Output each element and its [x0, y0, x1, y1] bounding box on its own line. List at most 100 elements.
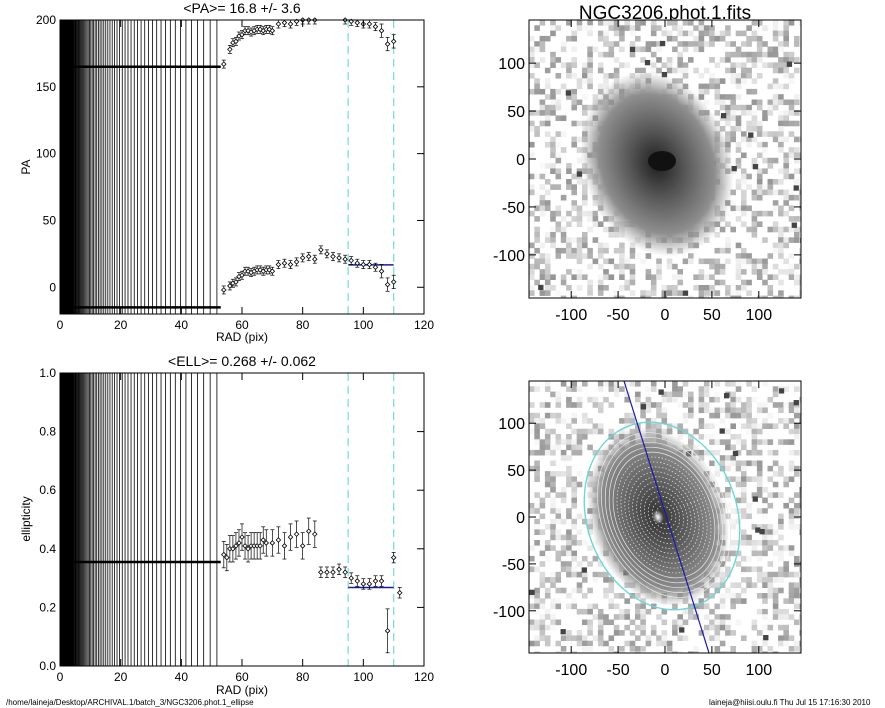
isophote-ellipses [597, 432, 731, 598]
isophote [612, 451, 716, 579]
image-ytick-label: 100 [498, 56, 525, 73]
isophote [604, 441, 724, 589]
ell-data-point [312, 520, 318, 548]
pa-data-point [366, 19, 373, 29]
image-xtick-label: -50 [607, 307, 630, 324]
isophote [632, 476, 696, 554]
ell-data-point [263, 529, 270, 557]
sky-speck [793, 400, 799, 406]
pa-axes: 0 20 40 60 80 100 120 0 50 100 150 200 [36, 13, 434, 332]
footer-file-path: /home/laineja/Desktop/ARCHIVAL.1/batch_3… [6, 698, 254, 707]
pa-data-point [336, 253, 342, 263]
pa-ytick-label: 200 [36, 13, 56, 27]
sky-speck [723, 393, 730, 399]
isophote [608, 446, 720, 584]
pa-data-point [227, 45, 233, 54]
pa-data-point [342, 254, 348, 264]
pa-data-point [281, 19, 288, 28]
pa-data-point [366, 260, 373, 269]
ell-xtick-label: 120 [414, 670, 434, 684]
pa-data-point [305, 252, 312, 261]
image-xtick-label: -100 [555, 662, 587, 679]
pa-data-point [263, 265, 270, 275]
pa-data-point [245, 26, 251, 36]
pa-ytick-label: 100 [36, 147, 56, 161]
isophote [640, 486, 688, 544]
ell-data-points [221, 373, 403, 666]
image-xtick-label: 0 [661, 662, 670, 679]
ell-data-point [260, 526, 266, 554]
image-xtick-label: 0 [661, 307, 670, 324]
ell-ytick-label: 0.4 [39, 542, 56, 556]
ellipticity-profile-chart: <ELL>= 0.268 +/- 0.062 0 20 40 60 80 100 120 0.… [19, 353, 434, 697]
ell-data-point [221, 541, 227, 569]
ell-ytick-label: 0.8 [39, 425, 56, 439]
pa-xlabel: RAD (pix) [216, 330, 268, 344]
image-axes: -100 -50 0 50 100 -100 -50 0 50 100 [493, 381, 801, 679]
pa-data-point [269, 26, 276, 36]
ell-data-point [348, 572, 354, 584]
sky-speck [791, 222, 797, 228]
ell-xtick-label: 0 [57, 670, 64, 684]
pa-data-point [324, 249, 330, 259]
ell-xtick-label: 100 [353, 670, 373, 684]
isophote [620, 461, 708, 569]
sky-speck [763, 634, 769, 641]
ell-data-point [330, 566, 336, 578]
pa-data-point [221, 59, 227, 69]
pa-data-point [330, 252, 336, 261]
sky-speck [644, 59, 651, 66]
ell-ytick-label: 0.6 [39, 483, 56, 497]
pa-xtick-label: 40 [175, 318, 189, 332]
isophote [616, 456, 712, 574]
isophote [647, 495, 681, 535]
ell-data-point [378, 575, 385, 587]
sky-speck [759, 529, 765, 535]
ell-xtick-label: 80 [296, 670, 310, 684]
galaxy-ellipse-fit-panel: -100 -50 0 50 100 -100 -50 0 50 100 [493, 380, 802, 679]
isophote [600, 437, 728, 593]
pa-data-point [372, 22, 379, 32]
pa-data-point [384, 37, 391, 52]
sky-speck [629, 46, 636, 53]
ell-chart-title: <ELL>= 0.268 +/- 0.062 [168, 353, 316, 369]
ell-data-point [299, 532, 306, 560]
pa-profile-chart: <PA>= 16.8 +/- 3.6 0 20 40 60 80 100 120 0 50 100… [19, 0, 434, 344]
ell-data-point [372, 575, 379, 587]
footer-user-date: laineja@hiisi.oulu.fi Thu Jul 15 17:16:3… [709, 698, 871, 707]
image-ytick-label: 0 [516, 152, 525, 169]
pa-ytick-label: 150 [36, 80, 56, 94]
image-ytick-label: 100 [498, 416, 525, 433]
position-angle-line [623, 381, 710, 653]
pa-data-point [348, 256, 354, 265]
pa-data-point [239, 30, 245, 40]
pa-data-point [312, 254, 318, 264]
ell-xtick-label: 60 [235, 670, 249, 684]
pa-data-point [342, 17, 348, 25]
sky-speck [719, 428, 725, 434]
pa-data-point [275, 260, 282, 269]
pa-data-point [281, 258, 288, 268]
ell-data-point [384, 608, 391, 654]
pa-data-point [378, 264, 385, 279]
ell-data-point [287, 523, 294, 551]
pa-data-point [378, 23, 385, 38]
pa-data-point [390, 274, 397, 289]
isophote [651, 500, 677, 530]
image-xtick-label: -50 [607, 662, 630, 679]
image-ytick-label: 0 [516, 510, 525, 527]
pa-data-point [239, 270, 245, 280]
ell-ylabel: ellipticity [19, 496, 33, 541]
ell-data-point [360, 578, 367, 590]
ell-ytick-label: 1.0 [39, 366, 56, 380]
isophote [624, 466, 704, 564]
sky-speck [748, 132, 754, 138]
image-ytick-label: 50 [507, 104, 525, 121]
ell-data-point [366, 578, 373, 590]
ell-data-point [242, 532, 248, 560]
pa-data-point [293, 257, 300, 267]
ell-data-point [324, 566, 330, 578]
image-title: NGC3206.phot.1.fits [579, 3, 751, 24]
ell-data-point [224, 544, 230, 572]
